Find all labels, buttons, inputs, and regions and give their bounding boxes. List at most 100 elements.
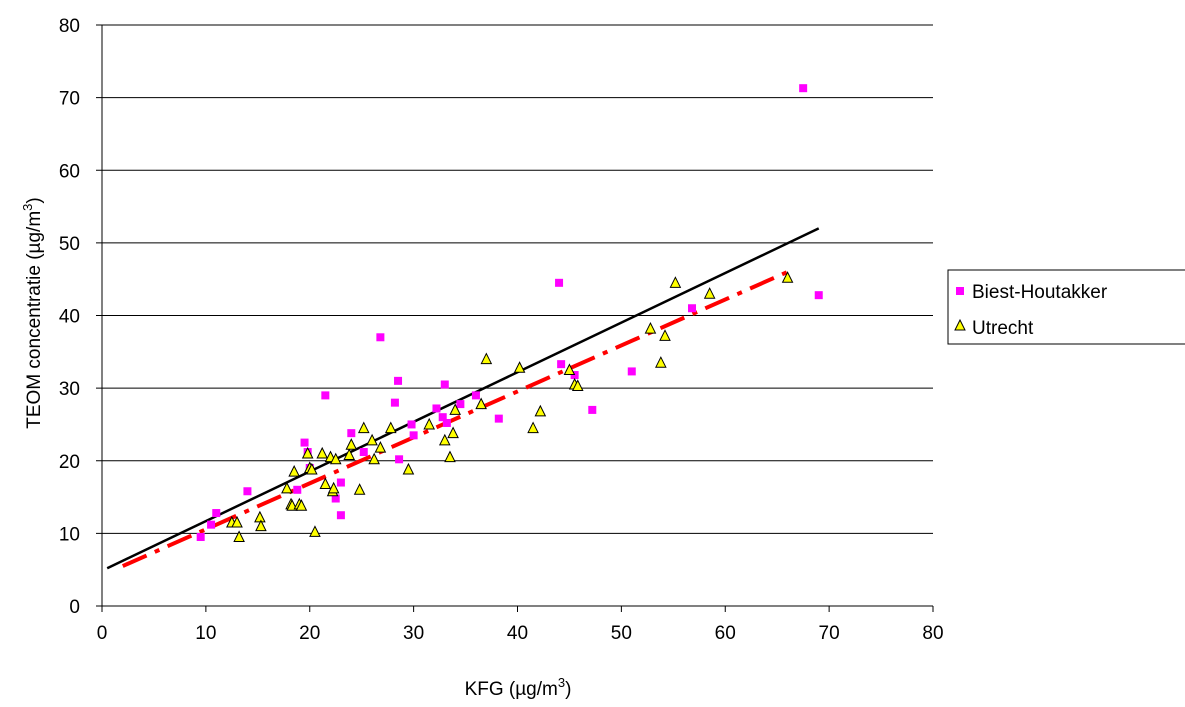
trendline-dashed <box>121 270 789 568</box>
point-utrecht <box>255 519 267 532</box>
trendline-solid <box>106 227 820 570</box>
point-biest-houtakker <box>321 391 330 400</box>
point-utrecht <box>353 483 366 495</box>
x-axis-ticks: 0 10 20 30 40 50 60 70 80 <box>97 606 944 644</box>
y-tick-label: 0 <box>69 597 80 618</box>
y-tick-label: 80 <box>59 16 80 37</box>
point-utrecht <box>374 441 387 453</box>
point-biest-houtakker <box>394 376 403 385</box>
point-utrecht <box>669 276 682 288</box>
point-utrecht <box>513 361 526 373</box>
point-biest-houtakker <box>331 494 340 503</box>
y-tick-label: 50 <box>59 234 80 255</box>
x-tick-label: 50 <box>611 623 632 644</box>
y-tick-label: 30 <box>59 379 80 400</box>
point-utrecht <box>231 515 243 528</box>
point-utrecht <box>306 462 318 475</box>
trendlines <box>106 227 820 570</box>
point-biest-houtakker <box>588 405 597 414</box>
point-utrecht <box>345 438 358 450</box>
point-biest-houtakker <box>688 304 697 313</box>
y-tick-label: 70 <box>59 89 80 110</box>
x-axis-title: KFG (µg/m3) <box>465 675 572 700</box>
point-biest-houtakker <box>555 278 564 287</box>
legend-label-biest-houtakker: Biest-Houtakker <box>972 282 1108 303</box>
point-utrecht <box>309 525 321 537</box>
x-tick-label: 0 <box>97 623 108 644</box>
x-tick-label: 60 <box>715 623 736 644</box>
point-utrecht <box>368 452 380 465</box>
point-utrecht <box>384 421 397 434</box>
point-utrecht <box>449 403 461 415</box>
point-utrecht <box>366 433 378 446</box>
point-utrecht <box>447 426 459 439</box>
point-biest-houtakker <box>300 438 309 447</box>
legend-box <box>947 269 1185 345</box>
point-biest-houtakker <box>442 418 451 427</box>
y-tick-label: 10 <box>59 524 80 545</box>
legend-marker-utrecht <box>954 318 966 331</box>
point-biest-houtakker <box>293 485 302 494</box>
point-biest-houtakker <box>376 333 385 342</box>
point-utrecht <box>655 356 667 368</box>
y-tick-label: 20 <box>59 452 80 473</box>
x-tick-label: 80 <box>922 623 943 644</box>
x-tick-label: 40 <box>507 623 528 644</box>
point-biest-houtakker <box>395 455 404 464</box>
point-utrecht <box>703 287 716 299</box>
data-points <box>196 84 823 543</box>
point-utrecht <box>343 448 356 460</box>
point-utrecht <box>357 421 370 434</box>
point-utrecht <box>438 433 451 446</box>
x-tick-label: 30 <box>403 623 424 644</box>
point-utrecht <box>563 363 576 375</box>
y-tick-label: 60 <box>59 161 80 182</box>
point-utrecht <box>534 404 547 417</box>
point-biest-houtakker <box>456 400 465 409</box>
x-tick-label: 10 <box>195 623 216 644</box>
x-tick-label: 70 <box>819 623 840 644</box>
point-biest-houtakker <box>212 509 221 518</box>
point-biest-houtakker <box>243 487 252 496</box>
point-biest-houtakker <box>407 420 416 429</box>
point-biest-houtakker <box>799 84 808 93</box>
point-biest-houtakker <box>494 414 503 423</box>
legend: Biest-Houtakker Utrecht <box>947 269 1185 345</box>
point-utrecht <box>659 329 671 341</box>
point-utrecht <box>327 481 340 494</box>
point-utrecht <box>288 465 300 477</box>
point-utrecht <box>781 271 794 283</box>
x-tick-label: 20 <box>299 623 320 644</box>
point-biest-houtakker <box>557 360 566 369</box>
gridlines <box>102 24 933 534</box>
point-utrecht <box>423 417 436 430</box>
point-utrecht <box>316 446 329 459</box>
legend-marker-biest-houtakker <box>956 287 964 295</box>
point-utrecht <box>527 421 539 434</box>
legend-label-utrecht: Utrecht <box>972 318 1034 339</box>
point-utrecht <box>480 352 493 365</box>
point-utrecht <box>475 397 487 410</box>
point-utrecht <box>301 446 314 459</box>
point-utrecht <box>319 477 332 489</box>
point-biest-houtakker <box>471 391 480 400</box>
point-utrecht <box>329 452 342 465</box>
point-biest-houtakker <box>814 291 823 300</box>
point-utrecht <box>644 321 657 334</box>
point-utrecht <box>402 462 415 475</box>
point-biest-houtakker <box>432 404 441 413</box>
point-biest-houtakker <box>207 520 216 529</box>
point-utrecht <box>281 481 293 494</box>
point-utrecht <box>233 530 245 543</box>
point-utrecht <box>571 379 584 391</box>
point-utrecht <box>254 510 266 523</box>
point-utrecht <box>295 499 308 511</box>
point-biest-houtakker <box>390 398 399 407</box>
y-axis-ticks: 0 10 20 30 40 50 60 70 80 <box>59 16 102 618</box>
y-axis-title: TEOM concentratie (µg/m3) <box>20 197 45 428</box>
point-biest-houtakker <box>570 371 579 380</box>
point-biest-houtakker <box>438 413 447 422</box>
point-biest-houtakker <box>440 380 449 389</box>
point-biest-houtakker <box>359 448 368 457</box>
